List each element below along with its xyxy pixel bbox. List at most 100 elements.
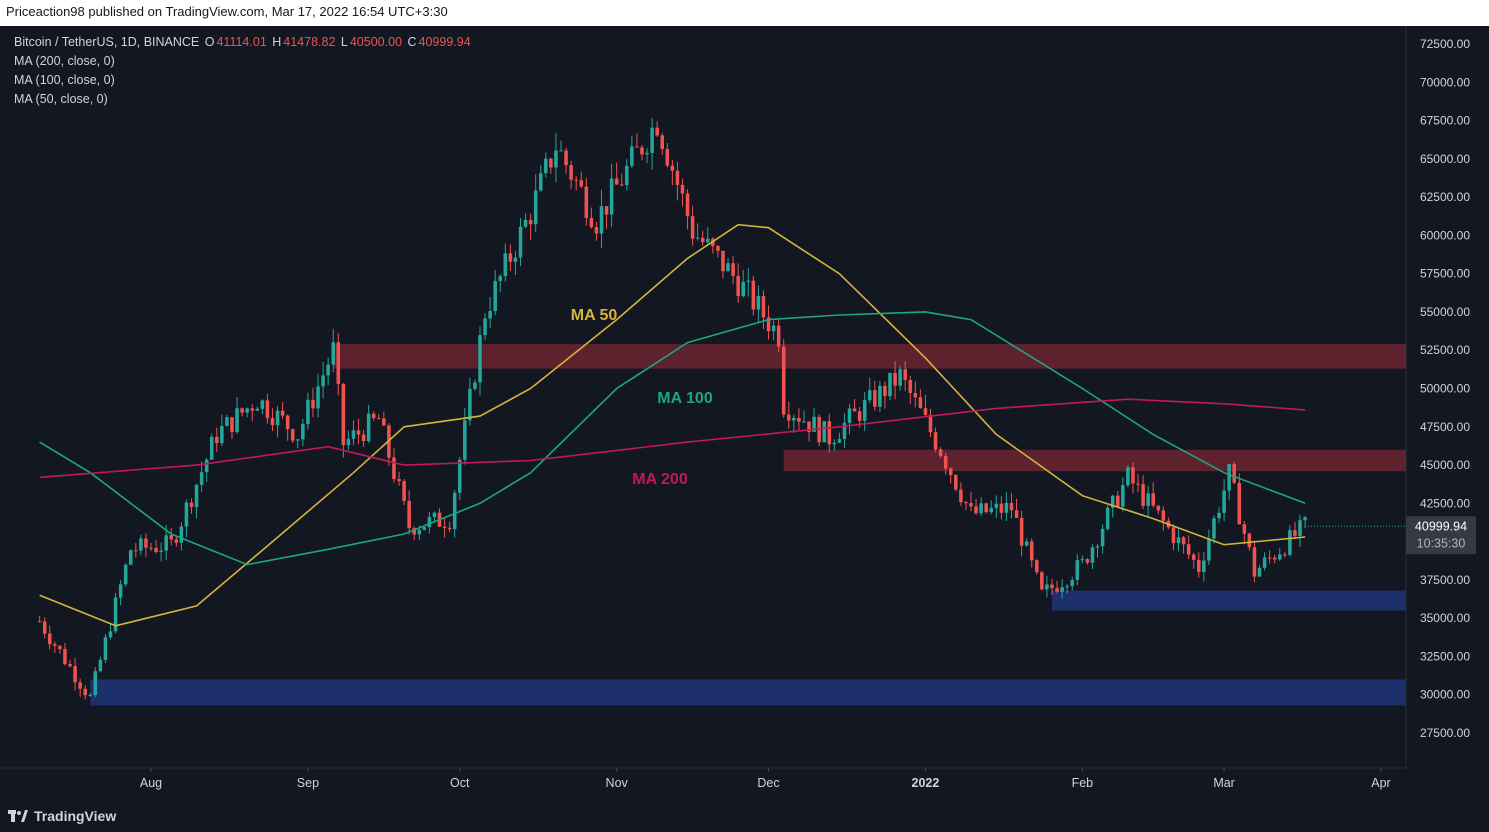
candle (736, 263, 740, 303)
candle (690, 205, 695, 246)
candle (463, 407, 467, 465)
candle (655, 121, 659, 137)
candle (321, 361, 325, 399)
plot-area[interactable] (0, 26, 1406, 768)
candle (73, 657, 77, 691)
candle (134, 542, 138, 558)
candle (189, 498, 194, 514)
candle (721, 250, 725, 279)
candle (903, 361, 907, 392)
bar-countdown: 10:35:30 (1417, 536, 1466, 550)
candle (569, 160, 573, 189)
candle (518, 217, 523, 267)
candle (422, 526, 427, 531)
price-tick-label: 62500.00 (1420, 190, 1470, 204)
price-tick-label: 52500.00 (1420, 343, 1470, 357)
candle (1277, 547, 1282, 561)
candle (498, 274, 503, 293)
candle (488, 297, 492, 328)
candle (68, 659, 72, 668)
indicator-ma100[interactable]: MA (100, close, 0) (14, 73, 115, 87)
price-axis[interactable] (1406, 26, 1489, 768)
ma-line-ma200 (39, 398, 1306, 479)
price-chart[interactable]: MA 50 MA 100 MA 200 72500.00 70000.00 67500.… (0, 0, 1489, 798)
candle (670, 160, 675, 186)
candle (296, 438, 300, 449)
candle (918, 389, 923, 409)
candle (93, 667, 98, 697)
tradingview-logo[interactable]: TradingView (8, 808, 116, 824)
candle (1293, 522, 1297, 540)
candle (154, 539, 158, 554)
publish-bar: Priceaction98 published on TradingView.c… (0, 0, 1489, 26)
candle (1116, 490, 1120, 508)
candle (366, 404, 371, 443)
last-price-layer: 40999.94 10:35:30 (1305, 516, 1476, 555)
candle (1267, 550, 1272, 564)
candle (1040, 570, 1044, 591)
candle (1014, 498, 1019, 518)
indicator-ma50[interactable]: MA (50, close, 0) (14, 92, 108, 106)
candle (442, 518, 447, 538)
price-tick-label: 55000.00 (1420, 305, 1470, 319)
candle (832, 439, 837, 451)
candle (908, 375, 913, 405)
time-tick-label: Apr (1371, 776, 1390, 790)
indicator-ma200[interactable]: MA (200, close, 0) (14, 54, 115, 68)
candle (240, 407, 244, 417)
candle (1126, 465, 1130, 488)
candle (123, 563, 128, 587)
candle (1131, 462, 1135, 494)
candle (225, 414, 229, 427)
candle (290, 428, 295, 443)
candle (812, 408, 816, 433)
time-tick-label: Aug (140, 776, 162, 790)
candle (1156, 505, 1161, 515)
candle (867, 377, 872, 404)
candle (645, 148, 649, 164)
time-tick-label: Feb (1072, 776, 1094, 790)
candle (1035, 559, 1039, 575)
zones-layer (90, 344, 1407, 706)
candle (377, 413, 381, 420)
candle (356, 418, 361, 444)
candle (989, 500, 994, 515)
candle (58, 645, 62, 654)
candle (700, 230, 705, 246)
candle (1191, 552, 1196, 569)
candle (959, 482, 963, 506)
candle (1100, 524, 1105, 554)
price-tick-label: 67500.00 (1420, 114, 1470, 128)
time-tick-label: Nov (606, 776, 629, 790)
time-axis[interactable] (0, 768, 1406, 798)
candle (948, 467, 953, 484)
candle (741, 269, 745, 298)
candle (913, 381, 918, 408)
candle (746, 268, 751, 297)
candle (695, 223, 700, 241)
candle (928, 408, 933, 438)
symbol-legend[interactable]: Bitcoin / TetherUS, 1D, BINANCE O 41114.0… (14, 35, 473, 49)
candle (392, 448, 396, 483)
candle (118, 580, 123, 606)
candle (275, 406, 280, 438)
candle (336, 332, 341, 396)
candle (933, 427, 938, 453)
candle (255, 406, 260, 411)
candle (665, 143, 670, 168)
candle (599, 189, 604, 249)
candle (326, 357, 330, 386)
support-zone-2 (1051, 590, 1406, 611)
candle (1029, 538, 1034, 568)
close-label: C (407, 35, 417, 49)
candle (447, 521, 452, 533)
candle (544, 152, 548, 178)
candle (306, 392, 310, 430)
candle (457, 456, 462, 501)
candle (614, 162, 619, 185)
candle (427, 511, 432, 534)
candle (873, 380, 877, 411)
candle (169, 528, 174, 546)
footer (0, 798, 1489, 832)
